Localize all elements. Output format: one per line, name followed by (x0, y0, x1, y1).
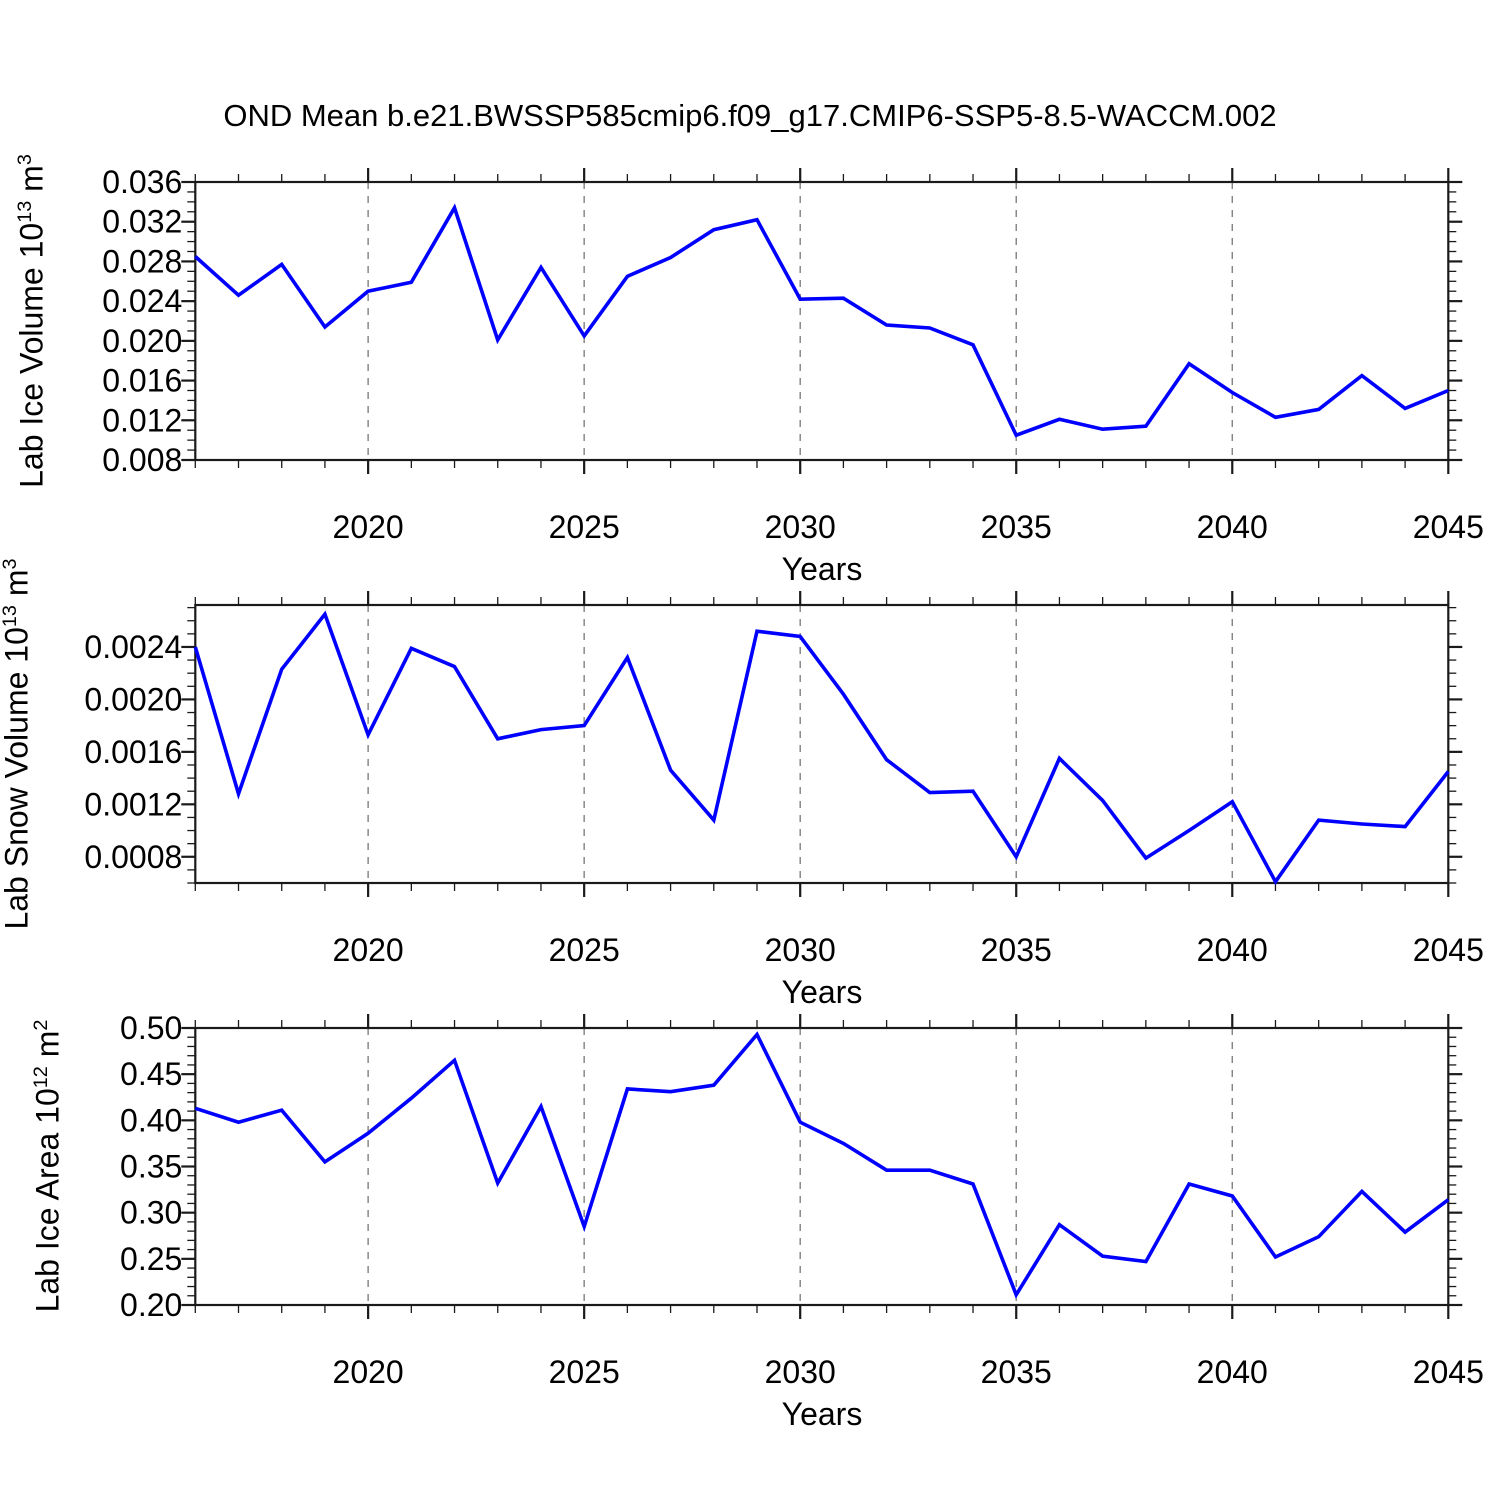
x-tick-label: 2045 (1413, 1354, 1484, 1390)
x-tick-label: 2030 (765, 509, 836, 545)
ylabel-text: Lab Ice Volume 10 (13, 222, 50, 488)
y-tick-label: 0.30 (120, 1195, 182, 1231)
x-tick-label: 2045 (1413, 509, 1484, 545)
chart-title: OND Mean b.e21.BWSSP585cmip6.f09_g17.CMI… (223, 98, 1277, 133)
y-tick-label: 0.0016 (84, 734, 182, 770)
ice-volume-x-axis-label: Years (781, 551, 863, 587)
x-tick-label: 2025 (549, 509, 620, 545)
y-tick-label: 0.25 (120, 1241, 182, 1277)
x-tick-label: 2025 (549, 932, 620, 968)
y-tick-label: 0.036 (102, 164, 182, 200)
y-tick-label: 0.0008 (84, 839, 182, 875)
x-tick-label: 2040 (1197, 932, 1268, 968)
y-tick-label: 0.016 (102, 363, 182, 399)
y-tick-label: 0.50 (120, 1010, 182, 1046)
x-tick-label: 2035 (981, 932, 1052, 968)
x-tick-label: 2030 (765, 932, 836, 968)
ylabel-text: m (0, 569, 35, 606)
x-tick-label: 2040 (1197, 509, 1268, 545)
ylabel-superscript: 12 (29, 1066, 52, 1089)
snow-volume-y-axis-label: Lab Snow Volume 1013 m3 (0, 558, 36, 929)
y-tick-label: 0.012 (102, 402, 182, 438)
y-tick-label: 0.028 (102, 243, 182, 279)
plot-frame (194, 180, 1450, 462)
snow-volume-x-axis-label: Years (781, 974, 863, 1010)
x-tick-label: 2030 (765, 1354, 836, 1390)
y-tick-label: 0.0012 (84, 786, 182, 822)
ice-area-x-axis-label: Years (781, 1396, 863, 1432)
data-line-ice-volume (194, 203, 1449, 438)
data-line-snow-volume (193, 610, 1450, 886)
ice-volume-y-axis-label: Lab Ice Volume 1013 m3 (14, 154, 51, 488)
ylabel-text: Lab Ice Area 10 (29, 1088, 66, 1313)
ylabel-text: m (29, 1030, 66, 1067)
y-tick-label: 0.0024 (84, 629, 182, 665)
x-tick-label: 2035 (981, 509, 1052, 545)
ylabel-superscript: 2 (29, 1019, 52, 1031)
y-tick-label: 0.35 (120, 1149, 182, 1185)
y-tick-label: 0.008 (102, 442, 182, 478)
plot-frame (194, 1026, 1450, 1307)
y-tick-label: 0.20 (120, 1287, 182, 1323)
y-tick-label: 0.032 (102, 204, 182, 240)
x-tick-label: 2020 (333, 1354, 404, 1390)
ice-area-y-axis-label: Lab Ice Area 1012 m2 (30, 1020, 67, 1313)
ylabel-superscript: 3 (0, 558, 21, 570)
ylabel-superscript: 3 (13, 154, 36, 166)
ylabel-superscript: 13 (0, 605, 21, 628)
y-tick-label: 0.024 (102, 283, 182, 319)
data-line-ice-area (194, 1031, 1450, 1299)
y-tick-label: 0.020 (102, 323, 182, 359)
plot-frame (194, 603, 1450, 885)
x-tick-label: 2035 (981, 1354, 1052, 1390)
x-tick-label: 2040 (1197, 1354, 1268, 1390)
x-tick-label: 2020 (333, 509, 404, 545)
x-tick-label: 2045 (1413, 932, 1484, 968)
ylabel-superscript: 13 (13, 200, 36, 223)
ylabel-text: Lab Snow Volume 10 (0, 627, 35, 930)
y-tick-label: 0.40 (120, 1102, 182, 1138)
y-tick-label: 0.45 (120, 1056, 182, 1092)
y-tick-label: 0.0020 (84, 681, 182, 717)
ylabel-text: m (13, 165, 50, 201)
x-tick-label: 2020 (333, 932, 404, 968)
x-tick-label: 2025 (549, 1354, 620, 1390)
